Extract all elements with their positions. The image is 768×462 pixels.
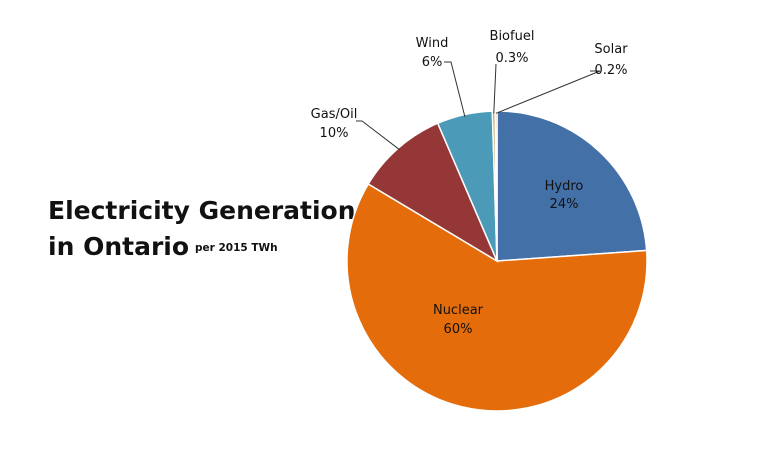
slice-percent-biofuel: 0.3% (495, 51, 528, 66)
slice-label-nuclear: Nuclear (433, 303, 484, 318)
chart-subtitle: per 2015 TWh (195, 242, 278, 254)
leader-line-biofuel (493, 63, 497, 114)
slice-percent-wind: 6% (422, 55, 443, 70)
pie-slice-solar (494, 110, 498, 262)
leader-line-wind (444, 61, 466, 117)
slice-percent-hydro: 24% (550, 197, 579, 212)
leader-line-gas-oil (356, 120, 401, 151)
chart-title-line1: Electricity Generation (48, 196, 356, 225)
slice-percent-gas-oil: 10% (320, 126, 349, 141)
leader-line-solar (495, 70, 601, 114)
slice-percent-solar: 0.2% (594, 63, 627, 78)
pie-slice-nuclear (346, 182, 648, 412)
slice-label-biofuel: Biofuel (490, 29, 535, 44)
slice-label-wind: Wind (416, 36, 449, 51)
chart-title-line2-text: in Ontario (48, 232, 190, 261)
slice-label-hydro: Hydro (545, 179, 584, 194)
slice-percent-nuclear: 60% (444, 322, 473, 337)
slice-label-gas-oil: Gas/Oil (311, 107, 358, 122)
pie-slice-hydro (496, 110, 648, 262)
chart-title-line2: in Ontario per 2015 TWh (48, 232, 278, 261)
slice-label-solar: Solar (594, 42, 628, 57)
